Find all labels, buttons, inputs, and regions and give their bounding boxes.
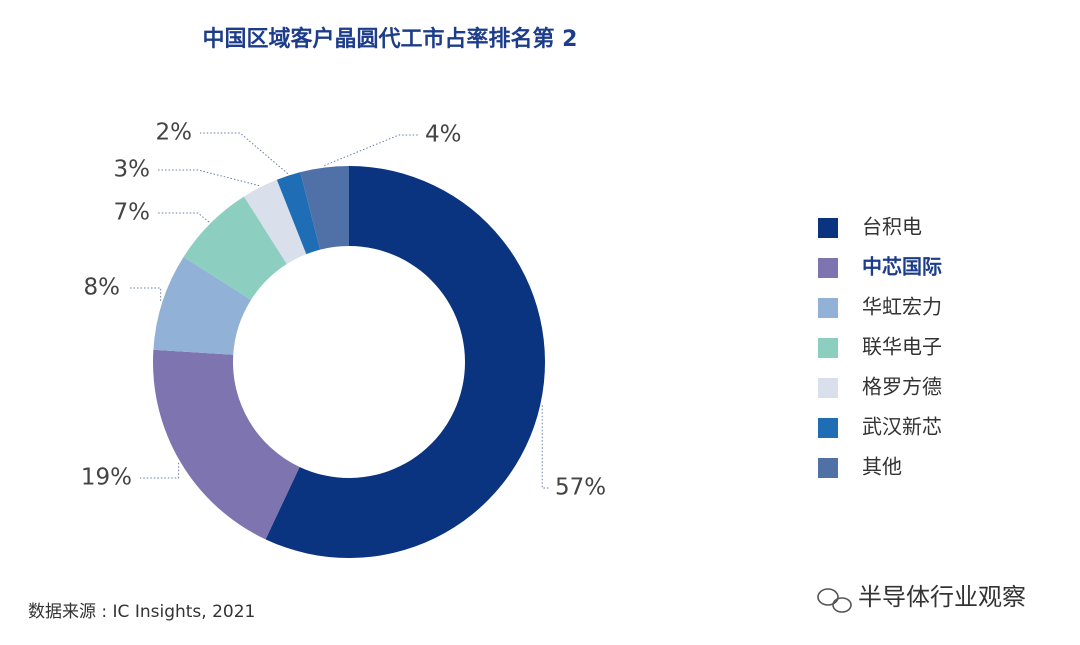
value-label: 7% xyxy=(114,200,151,226)
legend-label: 中芯国际 xyxy=(862,255,942,279)
source: 数据来源 : IC Insights, 2021 xyxy=(28,602,255,622)
legend-label: 联华电子 xyxy=(862,335,942,359)
legend-swatch xyxy=(818,458,838,478)
value-label: 3% xyxy=(114,157,151,183)
watermark-icon xyxy=(817,588,852,613)
value-label: 19% xyxy=(81,465,132,491)
donut-slice xyxy=(276,172,321,255)
legend-label: 台积电 xyxy=(862,215,922,239)
watermark: 半导体行业观察 xyxy=(858,583,1026,611)
donut-slice xyxy=(243,179,307,265)
leader-line xyxy=(541,405,549,489)
leader-line xyxy=(323,134,419,167)
leader-line xyxy=(140,462,180,479)
legend-swatch xyxy=(818,338,838,358)
chart-title: 中国区域客户晶圆代工市占率排名第 2 xyxy=(203,26,578,52)
legend-swatch xyxy=(818,298,838,318)
donut-slice xyxy=(153,256,252,355)
donut-slice xyxy=(152,349,300,540)
leader-line xyxy=(128,287,162,301)
legend-swatch xyxy=(818,418,838,438)
value-label: 57% xyxy=(555,475,606,501)
legend-label: 武汉新芯 xyxy=(862,415,942,439)
legend-label: 格罗方德 xyxy=(862,375,942,399)
legend-swatch xyxy=(818,218,838,238)
donut-slice xyxy=(265,166,545,558)
value-label: 8% xyxy=(84,275,121,301)
value-label: 4% xyxy=(425,122,462,148)
legend-label: 华虹宏力 xyxy=(862,295,942,319)
donut-slice xyxy=(183,196,287,300)
legend-swatch xyxy=(818,378,838,398)
value-label: 2% xyxy=(156,120,193,146)
donut-slice xyxy=(300,166,349,250)
legend-label: 其他 xyxy=(862,455,902,479)
leader-line xyxy=(200,132,289,175)
leader-line xyxy=(158,212,210,223)
leader-line xyxy=(158,169,260,187)
legend-swatch xyxy=(818,258,838,278)
